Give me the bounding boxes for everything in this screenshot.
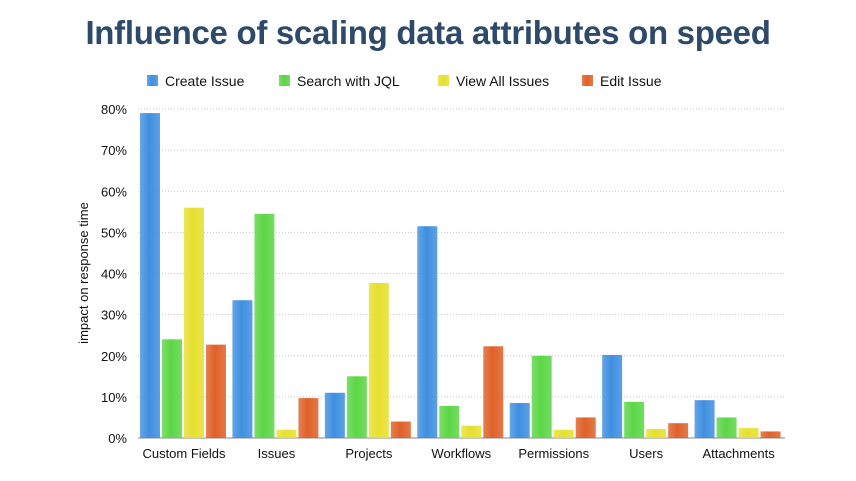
- bar-search-with-jql: [162, 339, 182, 438]
- bar-search-with-jql: [346, 376, 367, 438]
- bar-edit-issue: [483, 346, 504, 438]
- legend-swatch: [582, 75, 593, 86]
- y-tick-label: 10%: [101, 390, 127, 405]
- bar-view-all-issues: [184, 207, 204, 438]
- y-tick-label: 50%: [101, 225, 127, 240]
- bar-edit-issue: [575, 417, 596, 438]
- bar-create-issue: [417, 226, 438, 438]
- bar-edit-issue: [298, 398, 319, 438]
- bar-search-with-jql: [716, 417, 737, 438]
- legend-swatch: [147, 75, 158, 86]
- bar-view-all-issues: [368, 282, 389, 438]
- bar-edit-issue: [668, 423, 689, 438]
- legend-label: Create Issue: [165, 73, 245, 89]
- y-tick-label: 70%: [101, 143, 127, 158]
- y-tick-label: 40%: [101, 267, 127, 282]
- bar-view-all-issues: [461, 425, 482, 438]
- legend-label: View All Issues: [456, 73, 549, 89]
- bar-create-issue: [602, 354, 623, 438]
- bar-create-issue: [324, 392, 345, 438]
- bar-edit-issue: [390, 421, 411, 438]
- bar-view-all-issues: [646, 428, 667, 438]
- y-tick-label: 20%: [101, 349, 127, 364]
- x-tick-label: Users: [629, 446, 663, 461]
- x-tick-label: Issues: [258, 446, 296, 461]
- y-axis-label: impact on response time: [76, 202, 91, 344]
- bar-search-with-jql: [624, 401, 645, 438]
- bar-search-with-jql: [439, 405, 460, 438]
- x-tick-label: Permissions: [518, 446, 589, 461]
- bar-create-issue: [232, 300, 253, 438]
- y-tick-label: 0%: [108, 431, 127, 446]
- y-tick-label: 60%: [101, 184, 127, 199]
- bar-view-all-issues: [738, 428, 759, 438]
- bar-view-all-issues: [553, 429, 574, 438]
- x-tick-label: Workflows: [431, 446, 491, 461]
- chart-title: Influence of scaling data attributes on …: [85, 14, 771, 51]
- x-tick-label: Projects: [345, 446, 392, 461]
- bar-view-all-issues: [276, 429, 297, 438]
- legend-swatch: [279, 75, 290, 86]
- bar-search-with-jql: [531, 355, 552, 438]
- legend-swatch: [438, 75, 449, 86]
- x-tick-label: Attachments: [702, 446, 775, 461]
- y-tick-label: 30%: [101, 308, 127, 323]
- legend-label: Edit Issue: [600, 73, 662, 89]
- bar-search-with-jql: [254, 213, 275, 438]
- bar-edit-issue: [760, 431, 781, 438]
- bar-create-issue: [140, 113, 160, 439]
- legend-label: Search with JQL: [297, 73, 400, 89]
- x-tick-label: Custom Fields: [142, 446, 226, 461]
- y-tick-label: 80%: [101, 102, 127, 117]
- bar-create-issue: [694, 400, 715, 438]
- bar-create-issue: [509, 403, 530, 438]
- bar-edit-issue: [206, 344, 226, 438]
